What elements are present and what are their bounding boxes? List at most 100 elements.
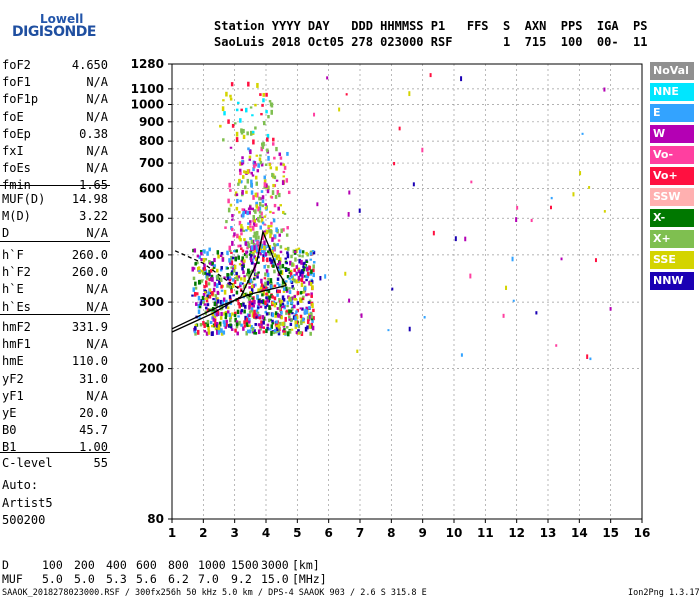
echo-point <box>266 250 270 254</box>
echo-point <box>263 175 266 180</box>
echo-point <box>268 318 271 323</box>
echo-point <box>229 203 233 207</box>
echo-point <box>240 277 243 281</box>
echo-point <box>280 270 284 276</box>
echo-point <box>225 319 228 324</box>
echo-point <box>224 312 228 318</box>
echo-point <box>281 263 285 269</box>
echo-point <box>223 312 226 316</box>
echo-point <box>274 194 278 199</box>
echo-point <box>263 230 267 233</box>
distance-value: 100 <box>42 558 63 572</box>
echo-point <box>273 329 277 333</box>
echo-point <box>207 325 210 331</box>
echo-point <box>274 311 278 316</box>
plot-axes: 1 2 3 4 5 6 7 8 9 10 11 12 13 14 15 1680200300400500600… <box>131 57 651 540</box>
echo-point <box>278 306 282 311</box>
echo-point <box>512 299 515 302</box>
echo-point <box>291 305 295 309</box>
echo-point <box>295 265 299 269</box>
echo-point <box>221 300 225 305</box>
echo-point <box>432 230 435 236</box>
echo-point <box>205 331 209 336</box>
echo-point <box>301 273 304 279</box>
echo-point <box>258 196 261 201</box>
legend-item-nnw: NNW <box>650 272 694 290</box>
echo-point <box>273 234 277 238</box>
echo-point <box>231 218 234 221</box>
echo-point <box>305 293 308 297</box>
x-tick-label: 15 <box>602 526 619 540</box>
echo-point <box>259 286 263 290</box>
echo-point <box>285 310 289 313</box>
echo-point <box>271 190 275 195</box>
legend-item-x-: X- <box>650 209 694 227</box>
echo-point <box>279 162 283 166</box>
echo-point <box>220 328 223 333</box>
echo-point <box>262 92 265 97</box>
echo-point <box>222 138 225 142</box>
echo-point <box>262 141 265 147</box>
echo-point <box>229 146 233 149</box>
echo-point <box>296 301 300 305</box>
echo-point <box>312 316 315 321</box>
echo-point <box>275 166 278 171</box>
x-tick-label: 12 <box>508 526 525 540</box>
echo-point <box>211 277 214 282</box>
echo-point <box>200 299 203 304</box>
echo-point <box>297 324 301 329</box>
echo-point <box>237 255 240 260</box>
param-value: 45.7 <box>79 423 108 438</box>
echo-point <box>194 324 198 327</box>
echo-point <box>289 297 292 302</box>
echo-point <box>238 178 241 184</box>
echo-point <box>257 301 261 306</box>
echo-point <box>235 271 238 276</box>
echo-point <box>256 192 259 198</box>
echo-point <box>202 301 205 305</box>
echo-point <box>208 262 212 265</box>
echo-point <box>203 291 207 295</box>
echo-point <box>261 103 264 107</box>
echo-point <box>206 303 210 307</box>
footer-file-info: SAAOK_2018278023000.RSF / 300fx256h 50 k… <box>2 588 427 598</box>
echo-point <box>225 91 228 97</box>
echo-point <box>254 272 258 276</box>
param-value: 14.98 <box>71 192 108 206</box>
echo-point <box>216 283 219 289</box>
echo-point <box>286 251 289 255</box>
echo-point <box>273 269 276 274</box>
echo-point <box>252 195 255 200</box>
echo-point <box>193 292 197 297</box>
echo-point <box>256 311 260 314</box>
echo-point <box>293 304 296 309</box>
param-name: h`F <box>2 248 24 262</box>
echo-point <box>421 147 424 153</box>
echo-point <box>255 230 259 236</box>
echo-point <box>254 163 258 167</box>
echo-point <box>266 281 270 286</box>
param-name: foF1 <box>2 75 31 90</box>
echo-point <box>227 207 231 213</box>
echo-point <box>239 199 242 203</box>
echo-point <box>228 281 231 285</box>
echo-point <box>298 249 302 254</box>
echo-point <box>284 330 287 336</box>
echo-point <box>250 270 253 273</box>
echo-point <box>344 271 347 276</box>
echo-point <box>260 326 264 329</box>
echo-point <box>348 298 351 303</box>
echo-point <box>199 249 203 254</box>
echo-point <box>261 221 265 225</box>
echo-point <box>246 241 250 244</box>
echo-point <box>267 264 270 269</box>
echo-point <box>236 331 239 336</box>
echo-point <box>429 73 432 78</box>
muf-value: 5.0 <box>42 572 63 586</box>
echo-point <box>214 327 218 331</box>
echo-point <box>260 243 263 249</box>
distance-unit: [km] <box>292 558 320 572</box>
param-name: foE <box>2 109 24 124</box>
echo-point <box>213 318 217 323</box>
